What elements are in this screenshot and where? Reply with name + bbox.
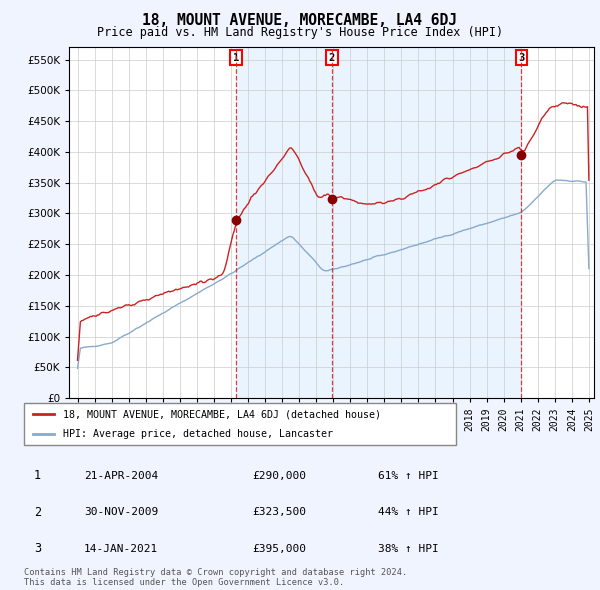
Text: Contains HM Land Registry data © Crown copyright and database right 2024.
This d: Contains HM Land Registry data © Crown c… [24,568,407,587]
Text: HPI: Average price, detached house, Lancaster: HPI: Average price, detached house, Lanc… [63,429,333,439]
Text: 44% ↑ HPI: 44% ↑ HPI [378,507,439,517]
Text: 21-APR-2004: 21-APR-2004 [84,471,158,480]
Text: 61% ↑ HPI: 61% ↑ HPI [378,471,439,480]
Bar [236,47,332,398]
Text: £290,000: £290,000 [252,471,306,480]
Text: 18, MOUNT AVENUE, MORECAMBE, LA4 6DJ (detached house): 18, MOUNT AVENUE, MORECAMBE, LA4 6DJ (de… [63,409,381,419]
Text: 2: 2 [329,53,335,63]
Text: 38% ↑ HPI: 38% ↑ HPI [378,544,439,553]
Text: 14-JAN-2021: 14-JAN-2021 [84,544,158,553]
Text: 18, MOUNT AVENUE, MORECAMBE, LA4 6DJ: 18, MOUNT AVENUE, MORECAMBE, LA4 6DJ [143,13,458,28]
Bar [332,47,521,398]
Text: 3: 3 [34,542,41,555]
Text: 3: 3 [518,53,524,63]
Text: 2: 2 [34,506,41,519]
FancyBboxPatch shape [24,403,456,445]
Text: 1: 1 [34,469,41,482]
Text: 1: 1 [233,53,239,63]
Text: 30-NOV-2009: 30-NOV-2009 [84,507,158,517]
Text: £395,000: £395,000 [252,544,306,553]
Text: Price paid vs. HM Land Registry's House Price Index (HPI): Price paid vs. HM Land Registry's House … [97,26,503,39]
Text: £323,500: £323,500 [252,507,306,517]
